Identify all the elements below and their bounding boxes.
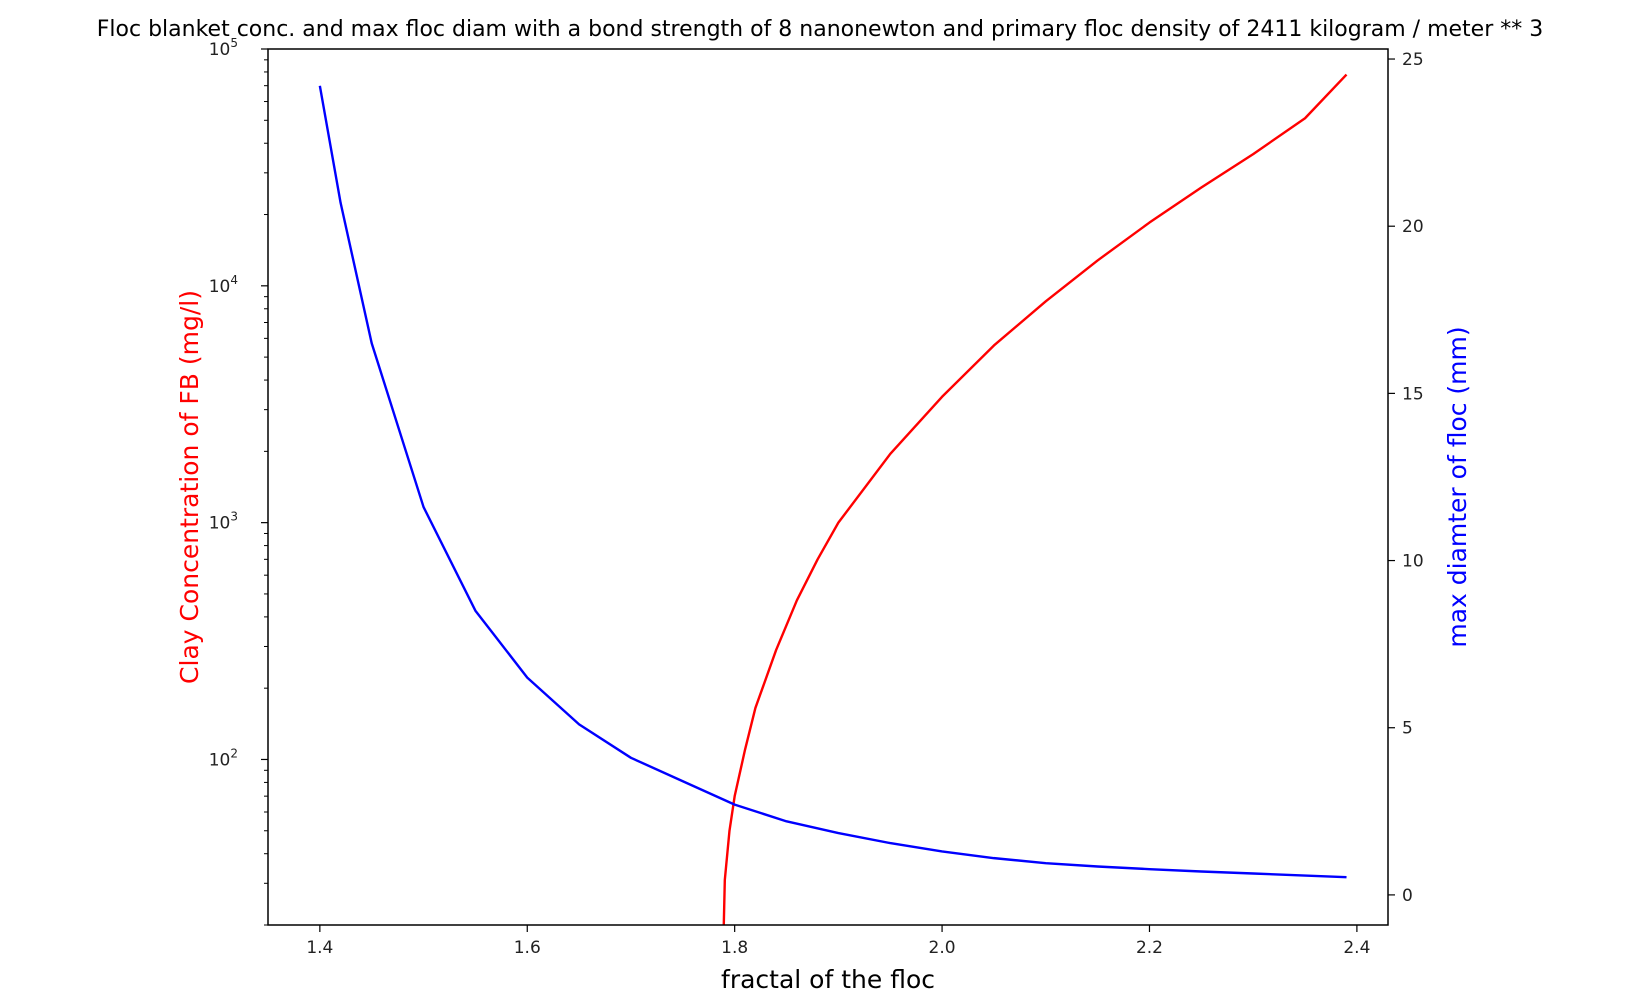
right-tick-label: 25 xyxy=(1402,50,1424,70)
right-tick-label: 0 xyxy=(1402,886,1413,906)
x-tick-label: 1.8 xyxy=(721,938,748,958)
clay-concentration-line xyxy=(722,73,1348,926)
x-tick-label: 1.6 xyxy=(514,938,541,958)
right-tick-label: 20 xyxy=(1402,217,1424,237)
x-tick-label: 2.4 xyxy=(1343,938,1370,958)
x-axis: 1.4 1.6 1.8 2.0 2.2 2.4 xyxy=(306,925,1370,958)
right-tick-label: 5 xyxy=(1402,719,1413,739)
plot-frame xyxy=(267,48,1389,926)
left-tick-label: 102 xyxy=(209,746,238,770)
right-y-axis-label: max diamter of floc (mm) xyxy=(1443,326,1472,647)
x-tick-label: 2.2 xyxy=(1136,938,1163,958)
left-tick-label: 105 xyxy=(209,36,238,60)
x-tick-label: 2.0 xyxy=(929,938,956,958)
x-tick-label: 1.4 xyxy=(306,938,333,958)
left-tick-label: 103 xyxy=(209,510,238,534)
left-y-axis-label: Clay Concentration of FB (mg/l) xyxy=(175,290,204,684)
right-tick-label: 10 xyxy=(1402,552,1424,572)
left-y-axis: 102 103 104 105 xyxy=(209,36,268,926)
plot-area xyxy=(318,73,1348,926)
max-floc-diameter-line xyxy=(318,85,1347,879)
x-axis-label: fractal of the floc xyxy=(721,965,935,994)
chart-title: Floc blanket conc. and max floc diam wit… xyxy=(97,17,1543,42)
right-tick-label: 15 xyxy=(1402,384,1424,404)
right-y-axis: 0 5 10 15 20 25 xyxy=(1388,50,1424,906)
left-tick-label: 104 xyxy=(209,273,238,297)
